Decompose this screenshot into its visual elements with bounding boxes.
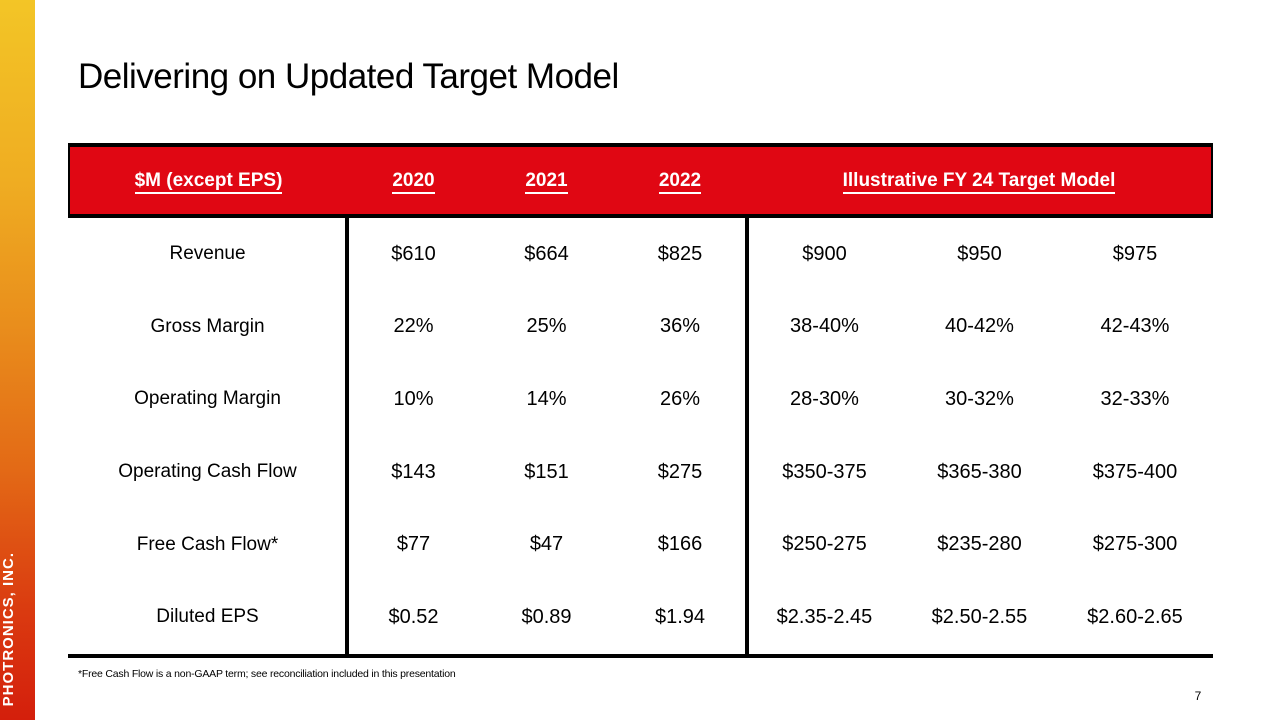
cell-value: $610 (391, 242, 436, 265)
cell-value: $365-380 (937, 460, 1022, 483)
cell-value: 30-32% (945, 387, 1014, 410)
header-year-2022: 2022 (613, 169, 747, 194)
table-row-gross-margin: Gross Margin 22% 25% 36% 38-40% 40-42% 4… (68, 291, 1213, 364)
cell-value: $47 (529, 533, 564, 556)
table-row-operating-margin: Operating Margin 10% 14% 26% 28-30% 30-3… (68, 363, 1213, 436)
slide-title: Delivering on Updated Target Model (78, 57, 619, 96)
cell-value: $0.52 (388, 605, 439, 628)
cell-value: 25% (526, 315, 567, 338)
row-label: Revenue (169, 243, 246, 265)
cell-value: $375-400 (1092, 460, 1178, 483)
cell-value: 14% (526, 387, 567, 410)
cell-value: $77 (396, 533, 431, 556)
cell-value: 36% (659, 315, 701, 338)
table-row-revenue: Revenue $610 $664 $825 $900 $950 $975 (68, 218, 1213, 291)
cell-value: $2.60-2.65 (1087, 605, 1183, 628)
cell-value: $275 (657, 460, 703, 483)
cell-value: $166 (657, 533, 703, 556)
column-divider-left (345, 218, 349, 654)
cell-value: $975 (1112, 242, 1158, 265)
cell-value: 40-42% (945, 315, 1014, 338)
table-header-row: $M (except EPS) 2020 2021 2022 Illustrat… (68, 143, 1213, 218)
row-label: Diluted EPS (156, 606, 259, 628)
column-divider-right (745, 218, 749, 654)
header-year-2020: 2020 (347, 169, 480, 194)
cell-value: $151 (524, 460, 569, 483)
header-target-model: Illustrative FY 24 Target Model (747, 169, 1211, 194)
page-number: 7 (1194, 689, 1202, 703)
header-year-2021: 2021 (480, 169, 613, 194)
cell-value: $143 (391, 460, 436, 483)
cell-value: $0.89 (521, 605, 572, 628)
footnote: *Free Cash Flow is a non-GAAP term; see … (78, 668, 456, 680)
cell-value: 42-43% (1100, 315, 1170, 338)
cell-value: $664 (524, 242, 569, 265)
table-row-diluted-eps: Diluted EPS $0.52 $0.89 $1.94 $2.35-2.45… (68, 581, 1213, 654)
cell-value: $900 (802, 242, 847, 265)
cell-value: $2.50-2.55 (931, 605, 1028, 628)
table-row-free-cash-flow: Free Cash Flow* $77 $47 $166 $250-275 $2… (68, 508, 1213, 581)
cell-value: $950 (957, 242, 1002, 265)
cell-value: 22% (393, 315, 434, 338)
cell-value: $250-275 (782, 533, 867, 556)
cell-value: 10% (393, 387, 434, 410)
financial-table: $M (except EPS) 2020 2021 2022 Illustrat… (68, 143, 1213, 658)
cell-value: $275-300 (1092, 533, 1178, 556)
cell-value: $825 (657, 242, 703, 265)
row-label: Operating Cash Flow (118, 461, 297, 483)
cell-value: $235-280 (937, 533, 1022, 556)
cell-value: $2.35-2.45 (776, 605, 873, 628)
row-label: Free Cash Flow* (136, 533, 279, 555)
header-metric-column: $M (except EPS) (70, 169, 347, 194)
cell-value: 32-33% (1100, 387, 1170, 410)
cell-value: 28-30% (790, 387, 859, 410)
company-name-vertical: PHOTRONICS, INC. (0, 551, 17, 706)
table-body: Revenue $610 $664 $825 $900 $950 $975 Gr… (68, 218, 1213, 658)
row-label: Operating Margin (134, 388, 281, 410)
table-row-operating-cash-flow: Operating Cash Flow $143 $151 $275 $350-… (68, 436, 1213, 509)
cell-value: 38-40% (790, 315, 859, 338)
cell-value: $350-375 (782, 460, 867, 483)
row-label: Gross Margin (150, 315, 265, 337)
brand-gradient-strip: PHOTRONICS, INC. (0, 0, 35, 720)
cell-value: 26% (659, 387, 701, 410)
cell-value: $1.94 (654, 605, 706, 628)
